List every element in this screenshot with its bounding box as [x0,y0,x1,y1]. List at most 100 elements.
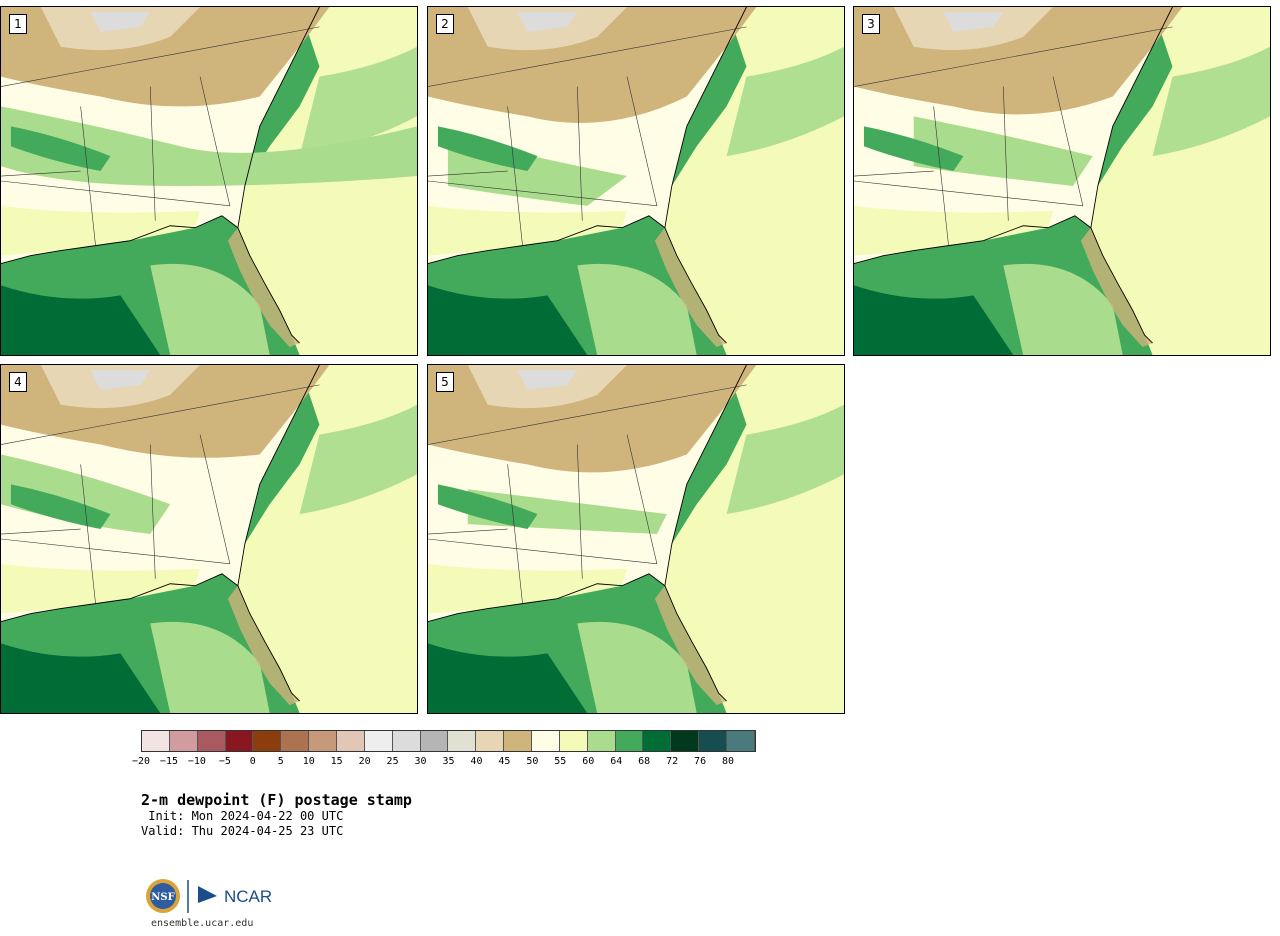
colorbar-swatch [699,731,728,751]
coastline [1,365,320,702]
dewpoint-map-4 [1,365,417,713]
colorbar-tick-label: 35 [442,756,455,767]
colorbar-tick-label: 45 [498,756,511,767]
panel-label: 5 [436,372,454,392]
florida-dry [227,585,300,706]
state-borders [854,26,1173,246]
moist-band [913,116,1093,186]
logos: NSF NCAR [145,877,275,917]
colorbar-swatch [169,731,198,751]
panel-label: 4 [9,372,27,392]
colorbar-swatch [142,731,170,751]
init-time: Init: Mon 2024-04-22 00 UTC [141,809,344,823]
panel-label: 1 [9,14,27,34]
florida-dry [654,585,727,706]
colorbar-tick-label: −5 [218,756,231,767]
coastline [1,7,320,344]
colorbar-tick-label: 30 [414,756,427,767]
florida-dry [654,227,727,348]
panel-label: 3 [862,14,880,34]
atlantic-moist-band [1152,46,1270,157]
valid-time: Valid: Thu 2024-04-25 23 UTC [141,824,344,838]
colorbar-tick-label: −15 [159,756,178,767]
colorbar-tick-label: 80 [722,756,735,767]
colorbar-swatch [448,731,477,751]
dewpoint-map-3 [854,7,1270,355]
colorbar-tick-label: 60 [582,756,595,767]
state-borders [428,384,747,604]
dewpoint-map-1 [1,7,417,355]
gulf-deep-moisture [428,643,588,713]
colorbar-swatch [504,731,533,751]
colorbar-swatch [671,731,700,751]
gulf-deep-moisture [428,285,588,355]
footer-url: ensemble.ucar.edu [151,918,254,929]
colorbar-tick-label: 25 [386,756,399,767]
gulf-light-moisture [1003,263,1123,355]
colorbar-tick-label: 0 [249,756,256,767]
colorbar-swatch [587,731,616,751]
atlantic-moist-band [299,46,417,157]
colorbar-swatch [364,731,393,751]
gulf-light-moisture [150,263,270,355]
ncar-logo-text: NCAR [224,887,272,906]
colorbar-tick-label: 50 [526,756,539,767]
gulf-light-moisture [577,263,697,355]
florida-dry [1080,227,1153,348]
colorbar-swatch [253,731,282,751]
very-dry-peaks [517,11,578,32]
colorbar-ticks: −20 −15 −10 −5 0 5 10 15 20 25 30 35 40 45 50 55 60 64 68 7… [132,756,761,770]
coastal-band [428,205,628,256]
moist-core [437,484,538,530]
map-panel-3: 3 [853,6,1271,356]
dewpoint-map-5 [428,365,844,713]
colorbar-swatch [559,731,588,751]
state-borders [1,26,320,246]
coastal-band [1,563,201,614]
moist-core [10,126,111,172]
colorbar-swatch [392,731,421,751]
nsf-logo: NSF [146,879,180,913]
colorbar-tick-label: 10 [302,756,315,767]
colorbar-tick-label: −10 [187,756,206,767]
map-panel-2: 2 [427,6,845,356]
atlantic-moist-band [726,404,844,515]
colorbar-swatch [727,731,755,751]
gulf-light-moisture [150,621,270,713]
ncar-logo: NCAR [198,886,272,906]
atlantic-moist-band [299,404,417,515]
colorbar-swatch [615,731,644,751]
atlantic-moist-band [726,46,844,157]
coastline [854,7,1173,344]
panel-label: 2 [436,14,454,34]
very-dry-peaks [90,11,151,32]
moist-core [863,126,964,172]
coastal-band [854,205,1054,256]
colorbar [141,730,756,752]
coastline [428,365,747,702]
colorbar-tick-label: 20 [358,756,371,767]
gulf-deep-moisture [1,643,161,713]
dewpoint-map-2 [428,7,844,355]
coastline [428,7,747,344]
colorbar-swatch [225,731,254,751]
very-dry-peaks [90,369,151,390]
colorbar-swatch [420,731,449,751]
colorbar-swatch [476,731,505,751]
moist-core [437,126,538,172]
very-dry-peaks [517,369,578,390]
colorbar-swatch [309,731,338,751]
colorbar-tick-label: 55 [554,756,567,767]
chart-title: 2-m dewpoint (F) postage stamp [141,791,412,809]
colorbar-tick-label: 72 [666,756,679,767]
colorbar-swatch [337,731,365,751]
map-panel-1: 1 [0,6,418,356]
gulf-deep-moisture [854,285,1014,355]
nsf-logo-text: NSF [151,892,174,903]
colorbar-tick-label: 76 [694,756,707,767]
very-dry-peaks [943,11,1004,32]
colorbar-swatch [281,731,310,751]
coastal-band [1,205,201,256]
colorbar-tick-label: 64 [610,756,623,767]
coastal-band [428,563,628,614]
